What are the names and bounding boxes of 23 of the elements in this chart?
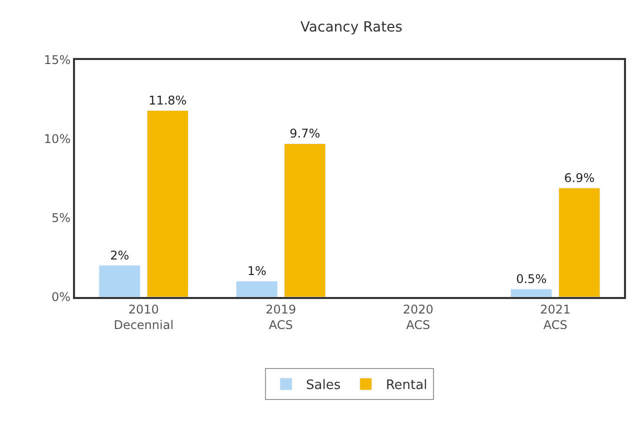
x-tick-label: 2019 ACS [266,302,296,332]
data-label: 1% [247,264,266,278]
x-tick-label: 2021 ACS [540,302,571,332]
data-label: 6.9% [564,170,595,185]
data-label: 2% [110,248,130,262]
bar [236,280,278,297]
bar [510,288,552,297]
bar [558,188,600,297]
bar [146,110,188,297]
y-tick-label: 10% [44,132,71,146]
data-label: 0.5% [516,272,547,286]
y-tick-label: 0% [52,290,71,304]
bar [98,265,140,297]
y-tick-label: 5% [52,211,71,226]
data-label: 11.8% [148,94,187,108]
chart-title: Vacancy Rates [300,19,402,36]
x-tick-label: 2010 Decennial [114,302,174,332]
bar [284,143,326,297]
data-label: 9.7% [290,126,320,141]
legend-label: Rental [386,378,428,394]
x-tick-label: 2020 ACS [402,302,434,332]
y-tick-label: 15% [44,53,71,68]
legend-label: Sales [306,378,341,394]
